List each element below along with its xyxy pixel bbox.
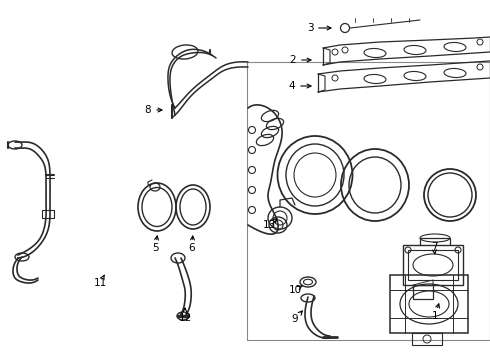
- Bar: [408, 250, 458, 280]
- Bar: [403, 245, 463, 285]
- Text: 11: 11: [94, 278, 107, 288]
- Text: 7: 7: [431, 242, 437, 252]
- Text: 12: 12: [178, 313, 192, 323]
- Text: 6: 6: [189, 243, 196, 253]
- Text: 3: 3: [307, 23, 313, 33]
- Text: 13: 13: [262, 220, 275, 230]
- Text: 1: 1: [432, 311, 439, 321]
- Text: 2: 2: [290, 55, 296, 65]
- Bar: [390, 275, 468, 333]
- Text: 10: 10: [289, 285, 301, 295]
- Text: 8: 8: [145, 105, 151, 115]
- Text: 9: 9: [292, 314, 298, 324]
- Text: 4: 4: [289, 81, 295, 91]
- Bar: [42, 210, 54, 218]
- Bar: [247, 62, 490, 340]
- Bar: [413, 285, 433, 299]
- Bar: [412, 333, 442, 345]
- Text: 5: 5: [152, 243, 158, 253]
